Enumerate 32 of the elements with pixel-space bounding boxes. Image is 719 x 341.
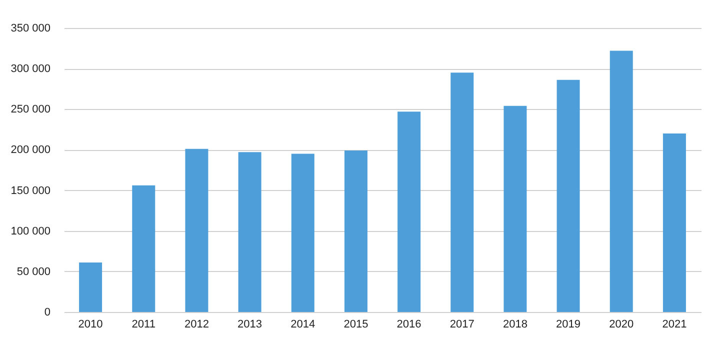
x-tick-label: 2019: [556, 318, 581, 330]
y-tick-label: 300 000: [10, 63, 50, 76]
x-tick-label: 2021: [662, 318, 687, 330]
bar: [398, 112, 421, 312]
bar: [132, 185, 156, 312]
y-tick-label: 150 000: [10, 184, 50, 197]
bar: [185, 148, 208, 312]
y-tick-label: 350 000: [10, 22, 50, 34]
bar: [238, 152, 262, 312]
bar: [504, 106, 527, 312]
x-tick-label: 2010: [78, 318, 103, 330]
x-tick-label: 2015: [344, 318, 368, 330]
y-tick-label: 250 000: [10, 104, 50, 116]
bar: [610, 50, 633, 312]
x-tick-label: 2014: [290, 318, 316, 330]
x-tick-label: 2020: [609, 318, 634, 330]
bar: [556, 80, 580, 312]
bar: [291, 154, 314, 312]
x-tick-label: 2011: [132, 318, 156, 330]
y-tick-label: 0: [44, 306, 50, 318]
x-tick-label: 2016: [396, 318, 422, 330]
y-tick-label: 50 000: [16, 266, 50, 278]
bar: [344, 150, 368, 312]
x-tick-label: 2017: [450, 318, 474, 330]
y-tick-label: 100 000: [10, 225, 50, 238]
bar: [79, 262, 102, 312]
bar: [450, 72, 474, 312]
bar: [662, 133, 686, 312]
x-tick-label: 2013: [238, 318, 262, 330]
x-tick-label: 2012: [184, 318, 209, 330]
x-tick-label: 2018: [502, 318, 528, 330]
y-tick-label: 200 000: [10, 144, 50, 156]
